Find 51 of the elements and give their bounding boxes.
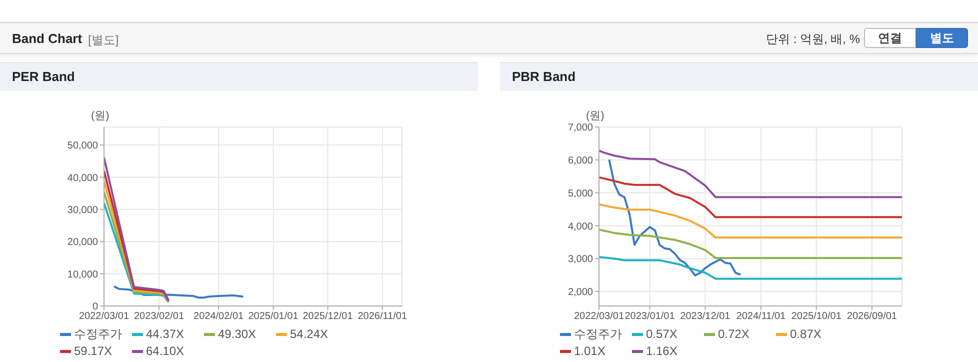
line-series: [599, 256, 902, 280]
y-tick-label: 30,000: [67, 204, 98, 216]
line-series: [599, 228, 902, 259]
text: 단위 : 억원, 배, %: [766, 31, 860, 48]
y-tick-label: 10,000: [67, 269, 98, 280]
legend-label: 0.57X: [645, 326, 678, 343]
line-series: [608, 158, 742, 276]
text: 연결: [864, 28, 916, 48]
legend-label: 59.17X: [73, 343, 114, 360]
text: 별도: [916, 28, 968, 48]
x-tick-label: 2022/03/01: [78, 311, 130, 322]
y-tick-label: 40,000: [67, 172, 98, 184]
x-tick-label: 2023/01/01: [624, 311, 676, 322]
legend-label: 1.01X: [573, 343, 606, 360]
legend-label: 44.37X: [145, 326, 186, 343]
legend-label: 수정주가: [573, 326, 623, 343]
x-tick-label: 2024/02/01: [194, 311, 244, 322]
y-tick-label: 50,000: [67, 140, 98, 152]
legend-label: 0.87X: [789, 326, 822, 343]
legend-label: 1.16X: [645, 343, 678, 360]
y-tick-label: 3,000: [568, 254, 594, 266]
x-tick-label: 2025/10/01: [791, 311, 842, 322]
y-tick-label: 5,000: [568, 188, 594, 200]
y-tick-label: 4,000: [568, 221, 594, 232]
legend-label: 49.30X: [217, 326, 258, 343]
x-tick-label: 2025/01/01: [248, 311, 299, 322]
x-tick-label: 2024/11/01: [736, 311, 786, 322]
x-tick-label: 2026/09/01: [846, 311, 898, 322]
line-series: [599, 203, 902, 239]
chart-title: PBR Band: [500, 62, 978, 91]
x-tick-label: 2025/12/01: [302, 311, 354, 322]
chart-title: PER Band: [0, 62, 478, 91]
y-tick-label: 20,000: [67, 237, 98, 248]
legend-label: 64.10X: [145, 343, 186, 360]
y-tick-label: 0: [92, 302, 98, 313]
x-tick-label: 2026/11/01: [358, 311, 408, 322]
x-tick-label: 2022/03/01: [574, 311, 624, 322]
text: Band Chart: [12, 31, 82, 46]
x-tick-label: 2023/12/01: [680, 311, 731, 322]
y-axis-title: (원): [91, 109, 110, 123]
legend-label: 54.24X: [289, 326, 330, 343]
legend-label: 0.72X: [717, 326, 750, 343]
line-series: [599, 150, 902, 198]
text: [별도]: [88, 32, 119, 49]
line-series: [599, 176, 902, 218]
y-tick-label: 7,000: [568, 122, 594, 134]
y-axis-title: (원): [586, 109, 604, 123]
y-tick-label: 2,000: [568, 287, 594, 298]
legend-label: 수정주가: [73, 326, 123, 343]
x-tick-label: 2023/02/01: [134, 311, 184, 322]
y-tick-label: 6,000: [568, 155, 594, 166]
